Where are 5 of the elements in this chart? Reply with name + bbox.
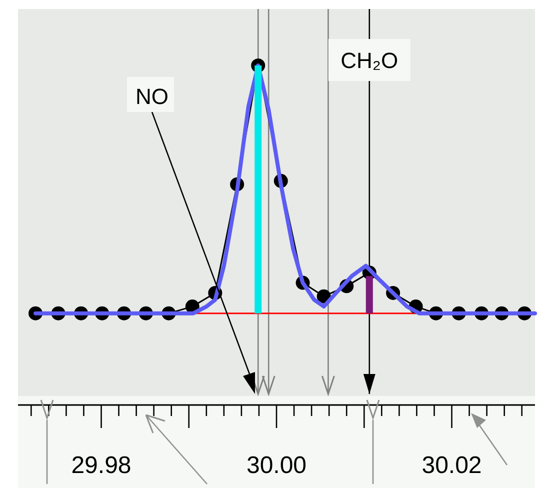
x-tick-label: 30.02 bbox=[422, 452, 482, 480]
annotation: NO bbox=[136, 84, 168, 109]
ref-line-label: CH₂O bbox=[340, 48, 398, 73]
x-tick-label: 29.98 bbox=[71, 452, 132, 480]
x-tick-label: 30.00 bbox=[246, 452, 307, 480]
